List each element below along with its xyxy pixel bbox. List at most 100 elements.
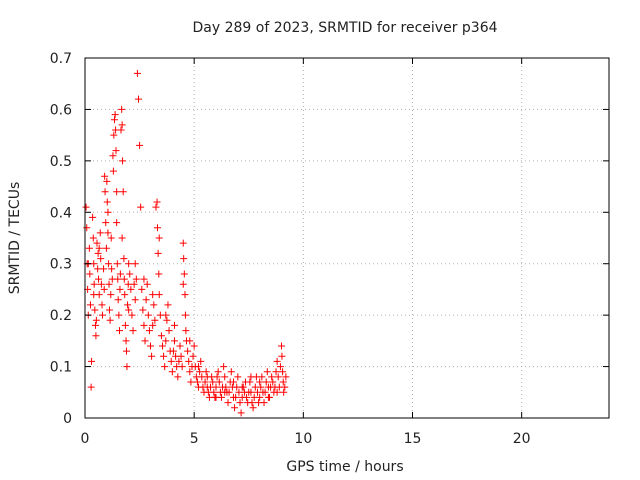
data-point (152, 203, 160, 211)
data-point (112, 147, 120, 155)
data-point (102, 244, 110, 252)
data-point (107, 291, 115, 299)
data-point (222, 383, 230, 391)
data-point (125, 260, 133, 268)
data-point (160, 352, 168, 360)
data-point (231, 404, 239, 412)
data-point (120, 255, 128, 263)
data-point (165, 327, 173, 335)
data-point (86, 301, 94, 309)
data-point (180, 255, 188, 263)
data-point (164, 301, 172, 309)
data-point (203, 373, 211, 381)
data-point (85, 244, 93, 252)
data-point (117, 126, 125, 134)
data-point (186, 368, 194, 376)
data-point (92, 332, 100, 340)
data-point (279, 368, 287, 376)
data-point (107, 234, 115, 242)
data-point (256, 378, 264, 386)
data-point (282, 373, 290, 381)
data-point (249, 404, 257, 412)
data-point (121, 291, 129, 299)
data-point (96, 229, 104, 237)
data-point (111, 111, 119, 119)
data-point (109, 152, 117, 160)
data-point (141, 337, 149, 345)
data-point (185, 357, 193, 365)
data-point (92, 316, 100, 324)
data-point (175, 357, 183, 365)
data-point (98, 301, 106, 309)
data-point (113, 260, 121, 268)
data-point (124, 280, 132, 288)
data-point (261, 388, 269, 396)
data-point (106, 316, 114, 324)
data-point (153, 224, 161, 232)
data-point (103, 177, 111, 185)
data-point (89, 213, 97, 221)
data-point (260, 399, 268, 407)
data-point (190, 342, 198, 350)
y-axis-label: SRMTID / TECUs (7, 182, 23, 295)
data-point (273, 388, 281, 396)
x-axis-label: GPS time / hours (286, 459, 403, 475)
data-point (258, 373, 266, 381)
data-point (147, 342, 154, 350)
data-point (142, 296, 150, 304)
data-point (86, 270, 94, 278)
data-point (149, 291, 157, 299)
data-point (140, 275, 148, 283)
data-point (114, 296, 122, 304)
data-point (197, 357, 205, 365)
data-point (155, 234, 163, 242)
data-point (189, 352, 197, 360)
data-point (94, 249, 102, 257)
data-point (278, 342, 285, 350)
data-point (121, 321, 129, 329)
y-tick-label: 0.6 (50, 102, 72, 118)
data-point (179, 280, 187, 288)
data-point (232, 393, 240, 401)
data-point (168, 368, 176, 376)
data-point (145, 327, 153, 335)
data-point (177, 352, 185, 360)
data-point (113, 188, 121, 196)
data-point (221, 388, 229, 396)
data-point (105, 260, 113, 268)
data-point (262, 378, 270, 386)
data-point (162, 311, 170, 319)
data-point (180, 270, 188, 278)
data-point (91, 321, 99, 329)
data-point (144, 311, 152, 319)
data-point (224, 399, 232, 407)
data-point (247, 388, 255, 396)
plot-frame (84, 57, 610, 419)
data-point (115, 311, 123, 319)
y-tick-label: 0.3 (50, 257, 72, 273)
data-point (94, 265, 102, 273)
data-point (186, 337, 194, 345)
data-point (103, 198, 111, 206)
data-point (281, 383, 289, 391)
data-point (209, 378, 217, 386)
data-point (268, 373, 276, 381)
data-point (100, 265, 108, 273)
data-point (247, 373, 255, 381)
data-point (125, 306, 133, 314)
data-point (154, 249, 162, 257)
data-point (140, 321, 148, 329)
chart-title: Day 289 of 2023, SRMTID for receiver p36… (192, 20, 497, 36)
data-point (276, 363, 284, 371)
data-point (212, 393, 220, 401)
data-point (87, 383, 95, 391)
data-point (83, 224, 91, 232)
data-point (243, 393, 251, 401)
data-point (119, 188, 127, 196)
data-point (136, 141, 144, 149)
data-point (90, 291, 98, 299)
data-point (182, 327, 190, 335)
data-point (269, 378, 277, 386)
data-point (195, 363, 203, 371)
data-point (115, 327, 123, 335)
